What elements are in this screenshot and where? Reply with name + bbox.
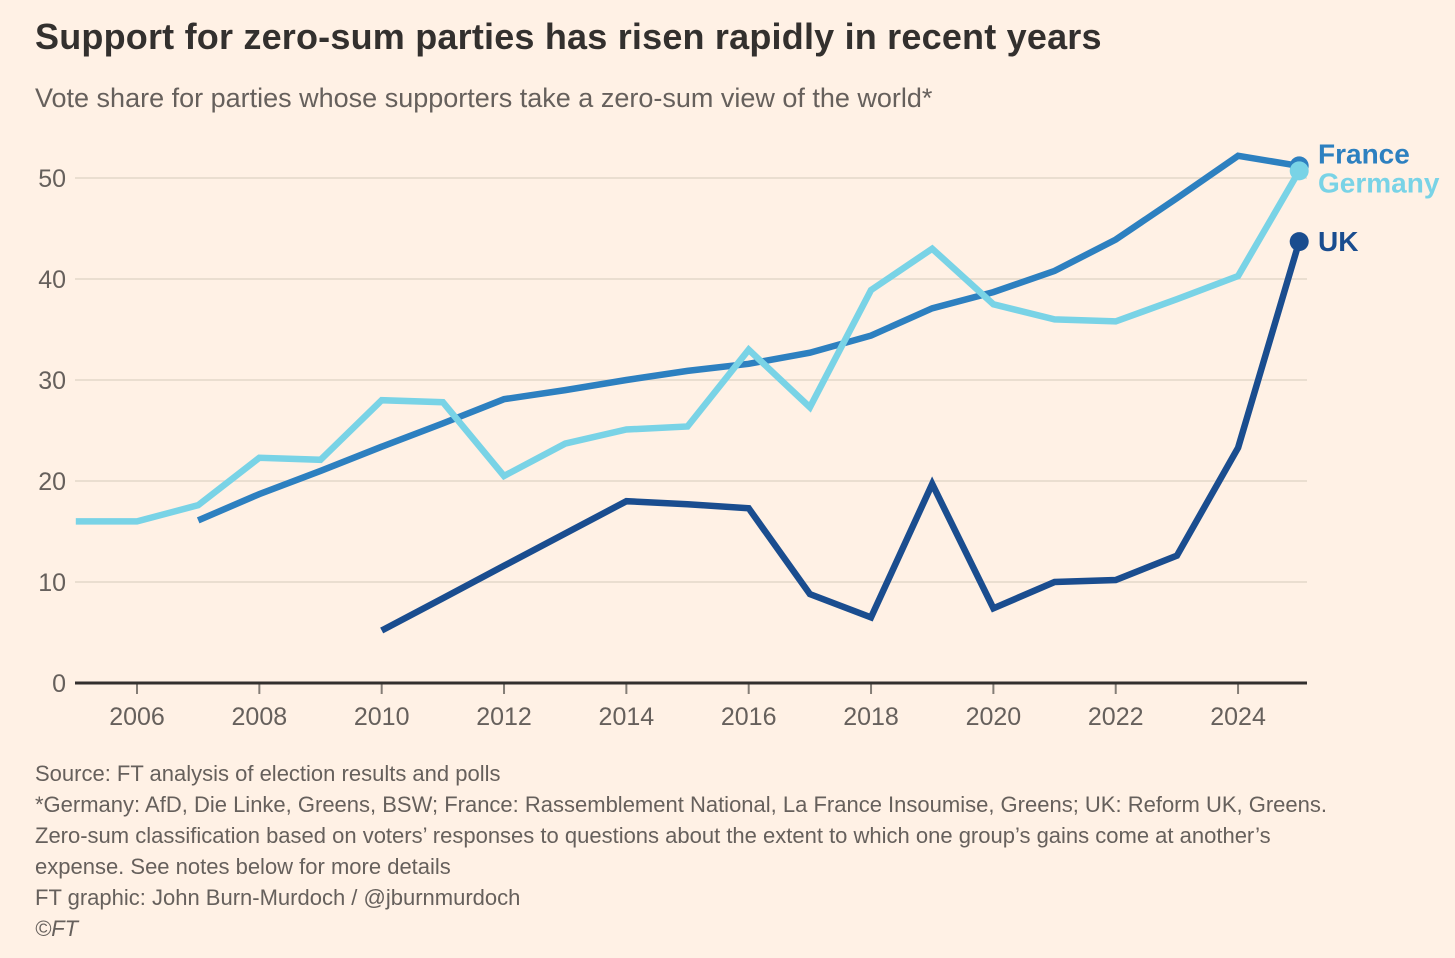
germany-end-dot	[1289, 161, 1309, 181]
chart-footer: Source: FT analysis of election results …	[35, 758, 1327, 944]
y-tick-label-50: 50	[38, 165, 66, 193]
footnote-parties: *Germany: AfD, Die Linke, Greens, BSW; F…	[35, 792, 1327, 817]
legend-label-germany: Germany	[1318, 167, 1440, 198]
y-tick-label-30: 30	[38, 367, 66, 395]
france-line	[196, 152, 1300, 524]
source-note: Source: FT analysis of election results …	[35, 761, 501, 786]
footnote-classification: Zero-sum classification based on voters’…	[35, 823, 1271, 848]
uk-end-dot	[1289, 232, 1309, 252]
copyright: ©FT	[35, 916, 79, 941]
graphic-credit: FT graphic: John Burn-Murdoch / @jburnmu…	[35, 885, 521, 910]
x-tick-label-2024: 2024	[1210, 703, 1266, 731]
chart-subtitle: Vote share for parties whose supporters …	[35, 83, 933, 113]
x-tick-label-2008: 2008	[232, 703, 288, 731]
x-tick-label-2016: 2016	[721, 703, 777, 731]
x-tick-label-2022: 2022	[1088, 703, 1144, 731]
x-tick-label-2014: 2014	[599, 703, 655, 731]
y-tick-label-40: 40	[38, 266, 66, 294]
x-tick-label-2012: 2012	[476, 703, 532, 731]
legend-label-uk: UK	[1318, 226, 1358, 257]
y-tick-label-20: 20	[38, 468, 66, 496]
germany-line	[75, 169, 1303, 525]
chart-title: Support for zero-sum parties has risen r…	[35, 16, 1102, 57]
y-tick-label-10: 10	[38, 569, 66, 597]
x-tick-label-2018: 2018	[843, 703, 899, 731]
y-tick-label-0: 0	[52, 670, 66, 698]
uk-line	[380, 240, 1303, 634]
legend-label-france: France	[1318, 138, 1410, 169]
x-tick-label-2020: 2020	[966, 703, 1022, 731]
footnote-classification-cont: expense. See notes below for more detail…	[35, 854, 451, 879]
x-tick-label-2006: 2006	[109, 703, 165, 731]
x-tick-label-2010: 2010	[354, 703, 410, 731]
